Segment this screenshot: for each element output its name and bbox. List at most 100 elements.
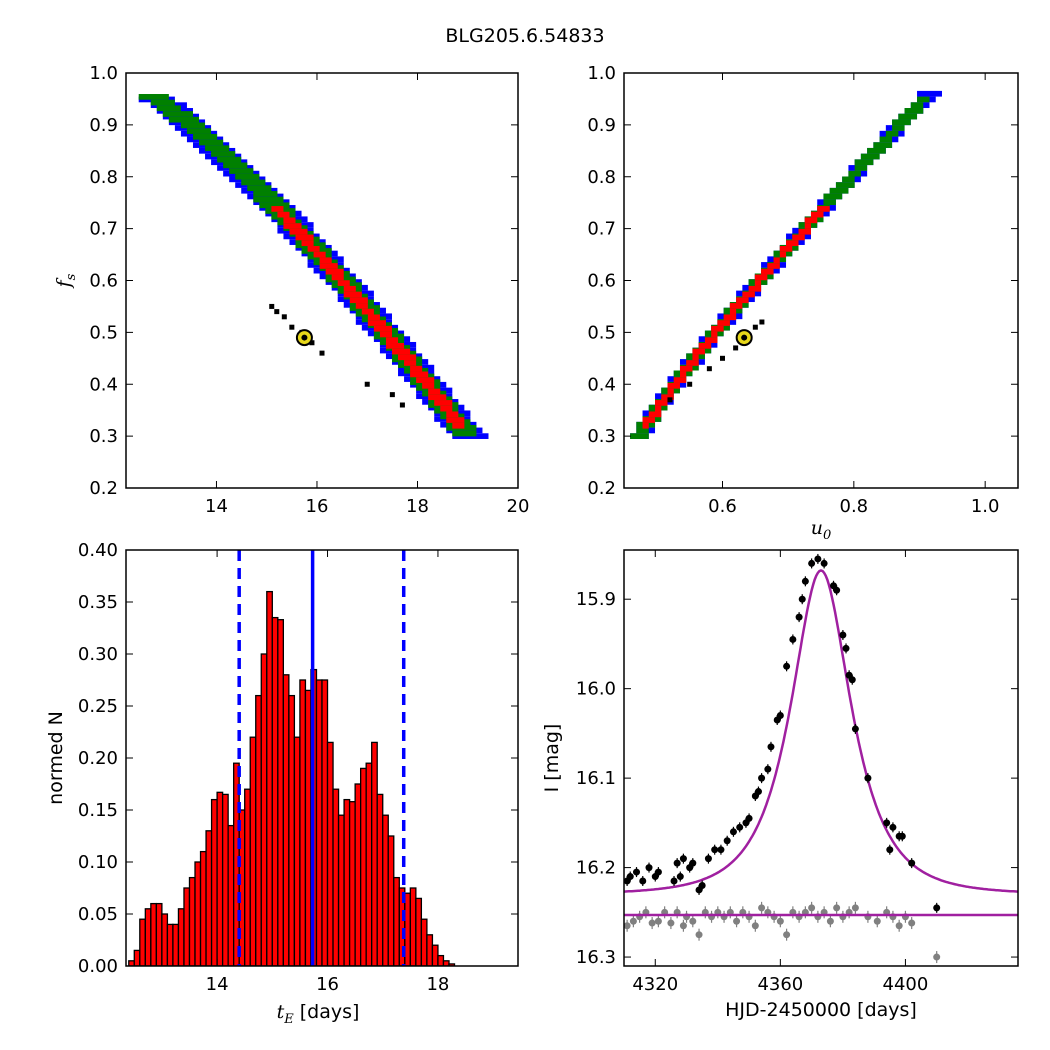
tr-xtick-label: 1.0: [971, 496, 1000, 517]
contour-cell-level2: [848, 170, 861, 177]
bl-ytick-label: 0.40: [78, 540, 118, 561]
contour-cell-level3: [704, 337, 718, 344]
contour-cell-level2: [192, 133, 218, 140]
histogram-bar: [393, 876, 400, 966]
contour-cell-level3: [711, 325, 724, 332]
data-point: [633, 868, 641, 876]
histogram-bar: [288, 694, 296, 966]
tr-xlabel: u0: [811, 517, 832, 543]
contour-cell-level3: [289, 228, 308, 235]
contour-cell-level3: [679, 365, 693, 372]
contour-cell-level3: [404, 360, 417, 366]
residual-point: [648, 919, 656, 927]
contour-cell-level3: [642, 422, 649, 429]
tr-ytick-label: 0.4: [587, 374, 616, 395]
contour-cell-level3: [773, 257, 780, 264]
contour-cell-level3: [673, 377, 687, 383]
bl-xtick-label: 14: [206, 974, 229, 995]
data-point: [789, 635, 797, 643]
data-point: [711, 846, 719, 854]
contour-cell-level3: [804, 217, 818, 224]
residual-point: [689, 917, 697, 925]
histogram-bar: [442, 960, 450, 966]
data-point: [833, 586, 841, 594]
br-ytick-label: 16.0: [576, 679, 616, 700]
sample-point: [733, 345, 739, 351]
sample-point: [309, 340, 315, 346]
data-point: [764, 765, 772, 773]
data-point: [889, 823, 897, 831]
sample-point: [706, 366, 712, 372]
sample-point: [759, 319, 765, 325]
tr-ytick-label: 0.2: [587, 478, 616, 499]
contour-cell-level2: [854, 159, 874, 166]
bl-ytick-label: 0.10: [78, 852, 118, 873]
data-point: [801, 577, 809, 585]
histogram-bar: [332, 788, 340, 966]
tl-ylabel: fs: [53, 273, 79, 289]
contour-cell-level3: [410, 371, 429, 378]
contour-cell-level2: [885, 130, 899, 137]
histogram-bar: [382, 814, 389, 966]
contour-cell-level3: [422, 382, 435, 389]
contour-cell-level3: [379, 331, 392, 338]
contour-cell-level3: [337, 280, 350, 286]
contour-cell-level2: [235, 173, 260, 180]
contour-cell-level3: [810, 211, 824, 218]
residual-point: [873, 917, 881, 925]
contour-cell-level3: [283, 223, 302, 229]
contour-cell-level3: [313, 251, 326, 258]
contour-cell-level2: [823, 199, 836, 206]
contour-cell-level2: [229, 168, 254, 174]
histogram-bar: [177, 908, 185, 966]
contour-cell-level3: [295, 234, 314, 241]
histogram-bar: [343, 798, 351, 966]
contour-cell-level2: [892, 125, 905, 131]
residual-point: [776, 917, 784, 925]
histogram-bar: [359, 767, 367, 966]
histogram-bar: [188, 876, 196, 966]
histogram-bar: [161, 913, 169, 966]
data-point: [783, 662, 791, 670]
data-point: [676, 873, 684, 881]
data-point: [864, 774, 872, 782]
contour-cell-level3: [446, 417, 465, 423]
sample-point: [720, 355, 725, 361]
contour-cell-level3: [307, 246, 320, 252]
histogram-bar: [431, 944, 439, 966]
bl-ytick-label: 0.20: [78, 748, 118, 769]
histogram-bar: [166, 923, 174, 966]
histogram-bar: [365, 762, 373, 966]
tl-frame: [125, 72, 519, 489]
contour-cell-level2: [205, 145, 230, 152]
histogram-bar: [415, 897, 423, 966]
data-point: [908, 859, 916, 867]
contour-cell-level3: [711, 331, 718, 338]
histogram-bar: [199, 850, 207, 966]
residual-point: [783, 931, 791, 939]
contour-cell-level3: [779, 251, 787, 258]
tl-ytick-label: 0.8: [89, 167, 118, 188]
model-curve: [624, 569, 1018, 893]
sample-point: [289, 324, 295, 330]
tr-xtick-label: 0.8: [840, 496, 869, 517]
br-xtick-label: 4360: [757, 974, 803, 995]
tr-frame: [623, 72, 1019, 489]
contour-cell-level3: [686, 360, 699, 366]
data-point: [689, 859, 697, 867]
contour-cell-level3: [385, 343, 405, 349]
data-point: [729, 828, 737, 836]
contour-cell-level3: [428, 388, 441, 395]
contour-cell-level3: [655, 405, 662, 412]
contour-cell-level3: [319, 263, 338, 269]
contour-cell-level2: [879, 136, 893, 143]
panel-light-curve: 4320 4360 4400 15.9 16.0 16.1 16.2 16.3 I [mag] H…: [541, 549, 1019, 1021]
br-xtick-label: 4400: [883, 974, 929, 995]
histogram-bar: [271, 616, 279, 966]
contour-cell-level3: [761, 268, 774, 275]
tl-plot-area: [138, 94, 489, 439]
histogram-bar: [238, 809, 246, 966]
data-point: [723, 837, 731, 845]
residual-point: [679, 922, 687, 930]
contour-cell-level2: [241, 179, 266, 186]
